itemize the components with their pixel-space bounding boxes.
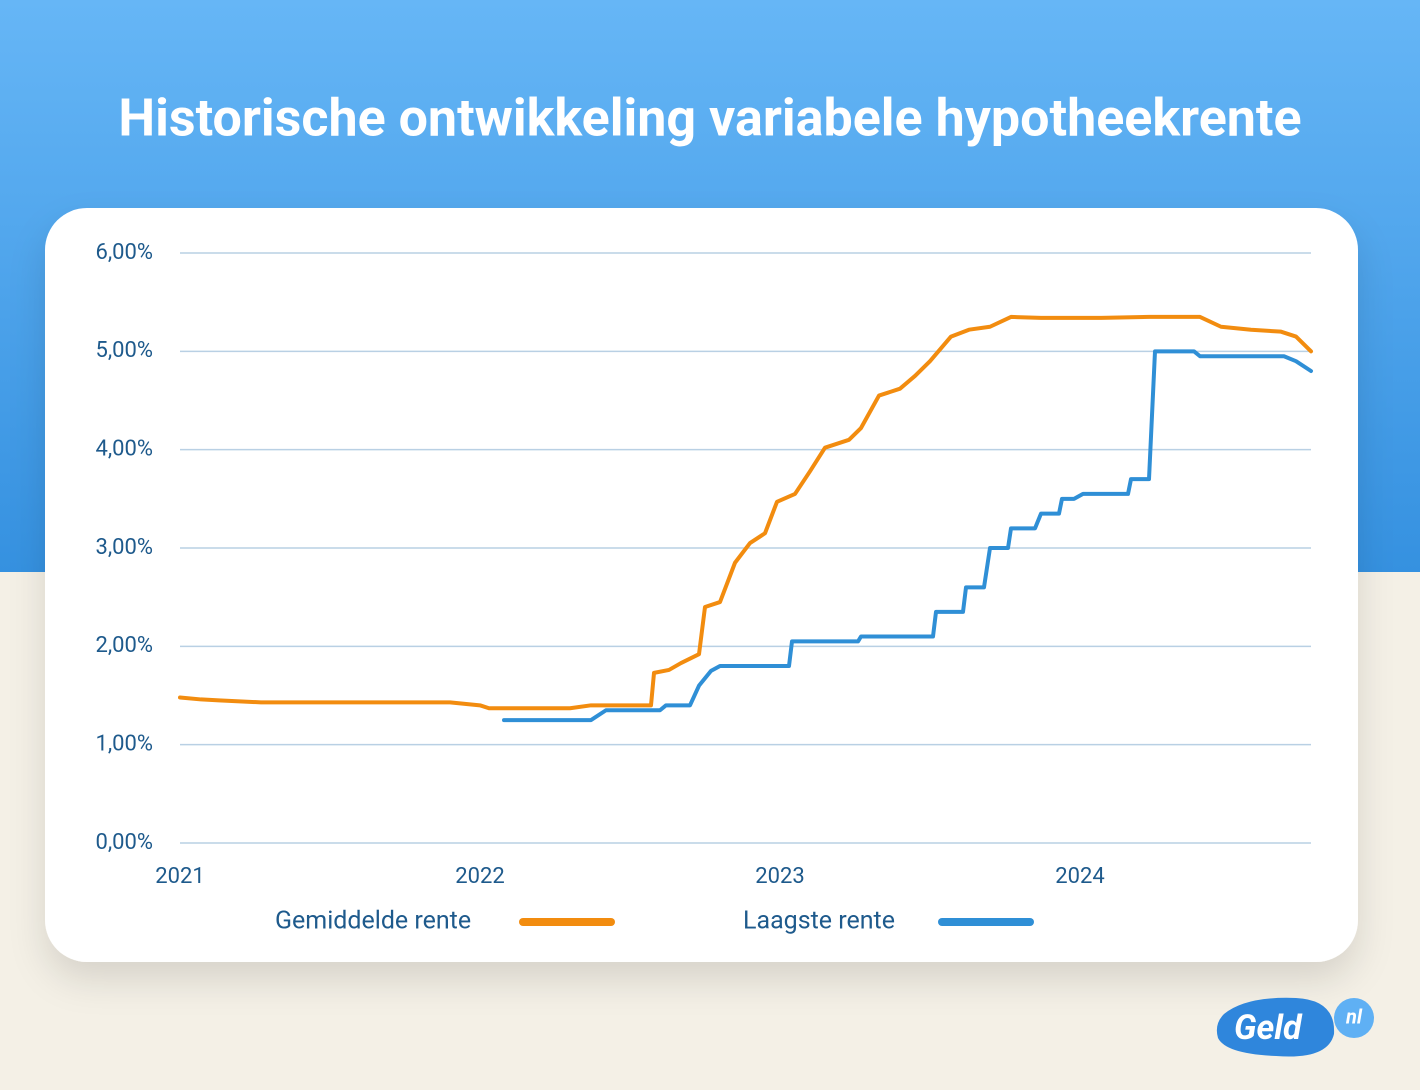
data-line [502,349,1313,723]
y-tick-label: 4,00% [95,436,153,461]
plot-area: 0,00% 1,00% 2,00% 3,00% 4,00% 5,00% 6,00% 2021 2… [95,240,1313,936]
data-line [178,314,1313,711]
logo-badge [1334,998,1374,1038]
legend-label: Laagste rente [743,907,895,936]
y-tick-label: 3,00% [95,535,153,560]
x-tick-label: 2021 [155,864,204,889]
y-tick-label: 6,00% [95,240,153,265]
y-tick-label: 5,00% [95,338,153,363]
chart-card [45,208,1358,962]
logo-text: Geld [1234,1008,1303,1048]
legend-label: Gemiddelde rente [275,907,471,936]
y-tick-label: 1,00% [95,731,153,756]
x-tick-label: 2022 [455,864,504,889]
x-tick-label: 2023 [755,864,804,889]
logo-shape [1216,997,1335,1057]
y-tick-label: 0,00% [95,830,153,855]
logo: Geld nl [1216,997,1374,1057]
logo-suffix: nl [1345,1004,1363,1028]
x-tick-label: 2024 [1055,864,1104,889]
chart-title: Historische ontwikkeling variabele hypot… [118,88,1301,149]
y-tick-label: 2,00% [95,633,153,658]
